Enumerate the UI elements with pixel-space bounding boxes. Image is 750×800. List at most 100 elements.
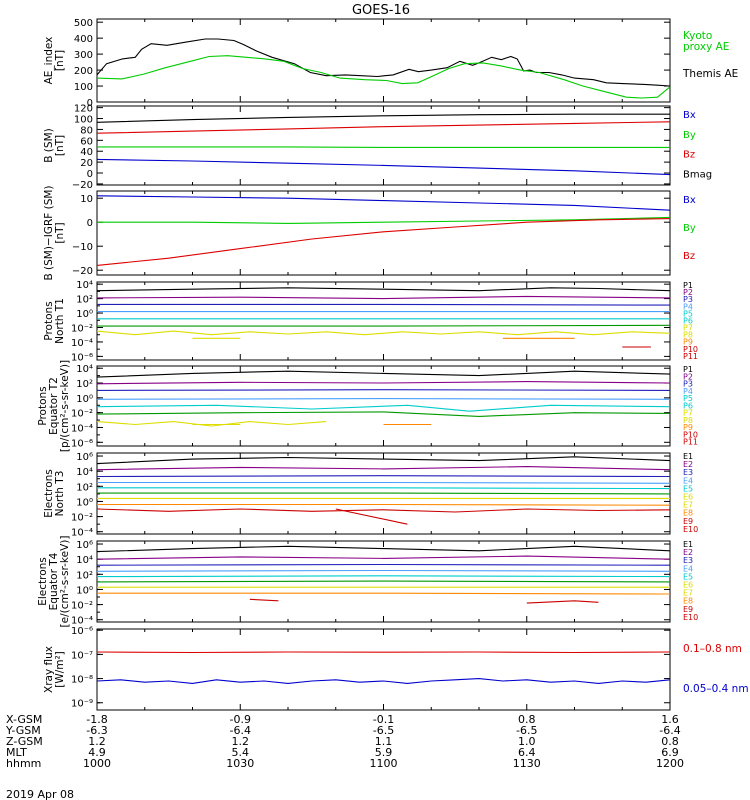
legend-label: Themis AE	[682, 68, 738, 80]
series-line	[96, 575, 671, 578]
y-axis-label: [nT]	[54, 135, 66, 156]
y-tick-label: 10⁴	[76, 364, 93, 375]
y-tick-label: 400	[74, 34, 93, 45]
legend-label: E4	[683, 564, 693, 573]
series-line	[96, 330, 671, 336]
orbit-value: -6.5	[516, 724, 537, 737]
series-line	[96, 651, 671, 654]
series-line	[96, 569, 671, 572]
series-line	[96, 398, 671, 400]
legend-label: E7	[683, 589, 693, 598]
y-axis-label: [nT]	[54, 50, 66, 71]
series-line	[97, 324, 671, 327]
orbit-value: 1100	[370, 757, 398, 770]
series-line	[96, 370, 671, 378]
legend-label: E4	[683, 476, 693, 485]
orbit-value: 0.8	[518, 713, 536, 726]
y-tick-label: 60	[80, 136, 93, 147]
y-axis-label: Protons	[37, 386, 49, 425]
y-tick-label: −10	[72, 242, 93, 253]
legend-label: P4	[683, 302, 693, 311]
legend-label: E2	[683, 548, 693, 557]
legend-label: P3	[683, 380, 693, 389]
series-line	[96, 38, 671, 87]
series-line	[96, 381, 671, 385]
legend-label: P3	[683, 295, 693, 304]
y-tick-label: 300	[74, 50, 93, 61]
panel-8: 10⁻⁹ 10⁻⁸ 10⁻⁷ 10⁻⁶ Xray flux [W/m²] 0.1–0.8 n…	[43, 626, 749, 711]
y-tick-label: 10²	[76, 295, 93, 306]
orbit-value: 0.8	[661, 735, 679, 748]
legend-label: Bz	[683, 150, 695, 161]
y-axis-label: AE_index	[43, 37, 55, 85]
y-axis-label: [p/(cm²-s-sr-keV)]	[59, 360, 71, 452]
series-line	[96, 195, 671, 211]
orbit-value: 1.1	[375, 735, 393, 748]
series-line	[97, 503, 671, 506]
orbit-value: 1030	[226, 757, 254, 770]
legend-label: E9	[683, 517, 693, 526]
y-axis-label: Electrons	[37, 557, 49, 606]
legend-label: P8	[683, 416, 693, 425]
y-tick-label: 80	[80, 125, 93, 136]
y-tick-label: 10⁴	[76, 467, 93, 478]
orbit-value: 1130	[513, 757, 541, 770]
series-line	[96, 295, 671, 300]
series-line	[96, 555, 671, 560]
legend-label: Bx	[683, 195, 696, 206]
orbit-value: -0.1	[373, 713, 394, 726]
y-tick-label: 10⁰	[76, 394, 93, 405]
y-tick-label: 200	[74, 66, 93, 77]
legend-label: E8	[683, 597, 693, 606]
y-tick-label: 40	[80, 147, 93, 158]
orbit-value: 1.6	[661, 713, 679, 726]
y-axis-label: Equator T2	[48, 377, 60, 435]
y-tick-label: 10⁻⁹	[71, 699, 93, 710]
y-tick-label: 10⁻⁴	[71, 616, 93, 627]
orbit-value: -6.4	[230, 724, 251, 737]
legend-label: Kyoto	[683, 30, 712, 42]
orbit-value: -6.4	[659, 724, 680, 737]
panel-3: −20 −10 0 10 B (SM)−IGRF (SM) [nT] Bx By Bz	[43, 185, 696, 280]
y-tick-label: 10⁻⁶	[71, 352, 93, 363]
series-line	[96, 411, 671, 417]
panel-5: 10⁻⁶ 10⁻⁴ 10⁻² 10⁰ 10² 10⁴ Protons Equator T2 [p…	[37, 360, 698, 452]
panel-frame	[96, 281, 671, 361]
legend-label: E5	[683, 484, 693, 493]
y-tick-label: 10⁻²	[71, 324, 93, 335]
y-axis-label: [e/(cm²-s-sr-keV)]	[59, 536, 71, 628]
legend-label: P6	[683, 316, 693, 325]
legend-label: P5	[683, 394, 693, 403]
orbit-row-label: MLT	[6, 746, 27, 759]
orbit-value: 1200	[656, 757, 684, 770]
legend-label: P11	[683, 438, 698, 447]
y-tick-label: −20	[72, 266, 93, 277]
orbit-value: -0.9	[230, 713, 251, 726]
series-line	[96, 55, 671, 99]
y-tick-label: 10⁶	[76, 452, 93, 463]
y-tick-label: 10⁻⁶	[71, 438, 93, 449]
legend-label: By	[683, 223, 696, 234]
legend-label: P1	[683, 281, 693, 290]
y-axis-label: North T3	[54, 471, 66, 517]
orbit-value: 4.9	[88, 746, 106, 759]
legend-label: proxy AE	[683, 41, 729, 53]
y-tick-label: 10²	[76, 379, 93, 390]
legend-label: E3	[683, 556, 693, 565]
series-line	[97, 216, 671, 224]
orbit-value: -1.8	[86, 713, 107, 726]
y-tick-label: 10⁻⁴	[71, 338, 93, 349]
legend-label: P10	[683, 345, 698, 354]
panel-frame	[96, 18, 671, 103]
orbit-row-label: Z-GSM	[6, 735, 43, 748]
panel-7: 10⁻⁴ 10⁻² 10⁰ 10² 10⁴ 10⁶ Electrons Equator T4[…	[37, 536, 698, 628]
orbit-value: -6.5	[373, 724, 394, 737]
y-tick-label: 10⁰	[76, 585, 93, 596]
y-axis-label: Electrons	[43, 469, 55, 518]
panel-frame	[96, 628, 671, 711]
series-line	[97, 487, 671, 490]
